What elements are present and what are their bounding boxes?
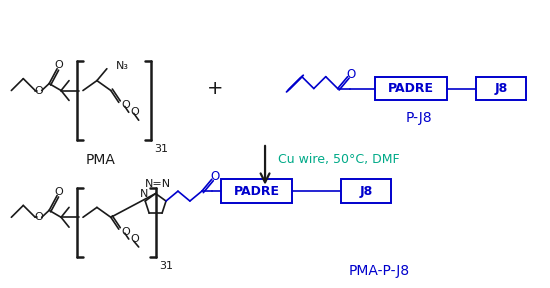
Text: 31: 31 <box>160 261 174 271</box>
FancyBboxPatch shape <box>376 77 447 101</box>
Text: O: O <box>122 101 130 110</box>
Text: O: O <box>35 212 43 222</box>
Text: PMA-P-J8: PMA-P-J8 <box>349 264 410 278</box>
Text: J8: J8 <box>359 185 372 198</box>
Text: N₃: N₃ <box>116 61 129 71</box>
Text: O: O <box>122 227 130 237</box>
FancyBboxPatch shape <box>476 77 526 101</box>
Text: O: O <box>210 170 219 183</box>
Text: PADRE: PADRE <box>234 185 279 198</box>
Text: O: O <box>131 234 140 244</box>
Text: PMA: PMA <box>86 153 116 167</box>
Text: O: O <box>54 187 63 196</box>
Text: +: + <box>207 79 223 98</box>
FancyBboxPatch shape <box>341 179 391 203</box>
Text: O: O <box>35 86 43 96</box>
Text: O: O <box>54 60 63 70</box>
Text: P-J8: P-J8 <box>406 111 433 125</box>
Text: N: N <box>140 189 148 198</box>
Text: O: O <box>131 107 140 117</box>
Text: J8: J8 <box>494 82 508 95</box>
FancyBboxPatch shape <box>221 179 293 203</box>
Text: N=N: N=N <box>145 179 170 189</box>
Text: 31: 31 <box>155 144 169 154</box>
Text: O: O <box>346 68 355 81</box>
Text: Cu wire, 50°C, DMF: Cu wire, 50°C, DMF <box>278 153 400 166</box>
Text: PADRE: PADRE <box>388 82 434 95</box>
